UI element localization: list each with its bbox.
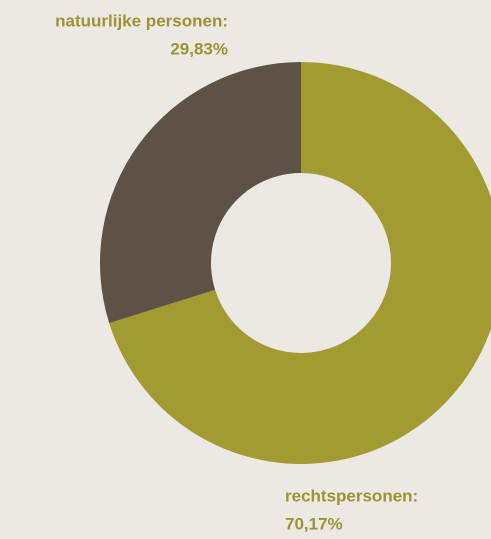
- slice-value-label: 70,17%: [285, 514, 343, 533]
- donut-slice: [109, 62, 491, 464]
- slice-label: natuurlijke personen:: [55, 11, 228, 30]
- slice-label: rechtspersonen:: [285, 486, 418, 505]
- slice-value-label: 29,83%: [170, 39, 228, 58]
- donut-slice: [100, 62, 301, 324]
